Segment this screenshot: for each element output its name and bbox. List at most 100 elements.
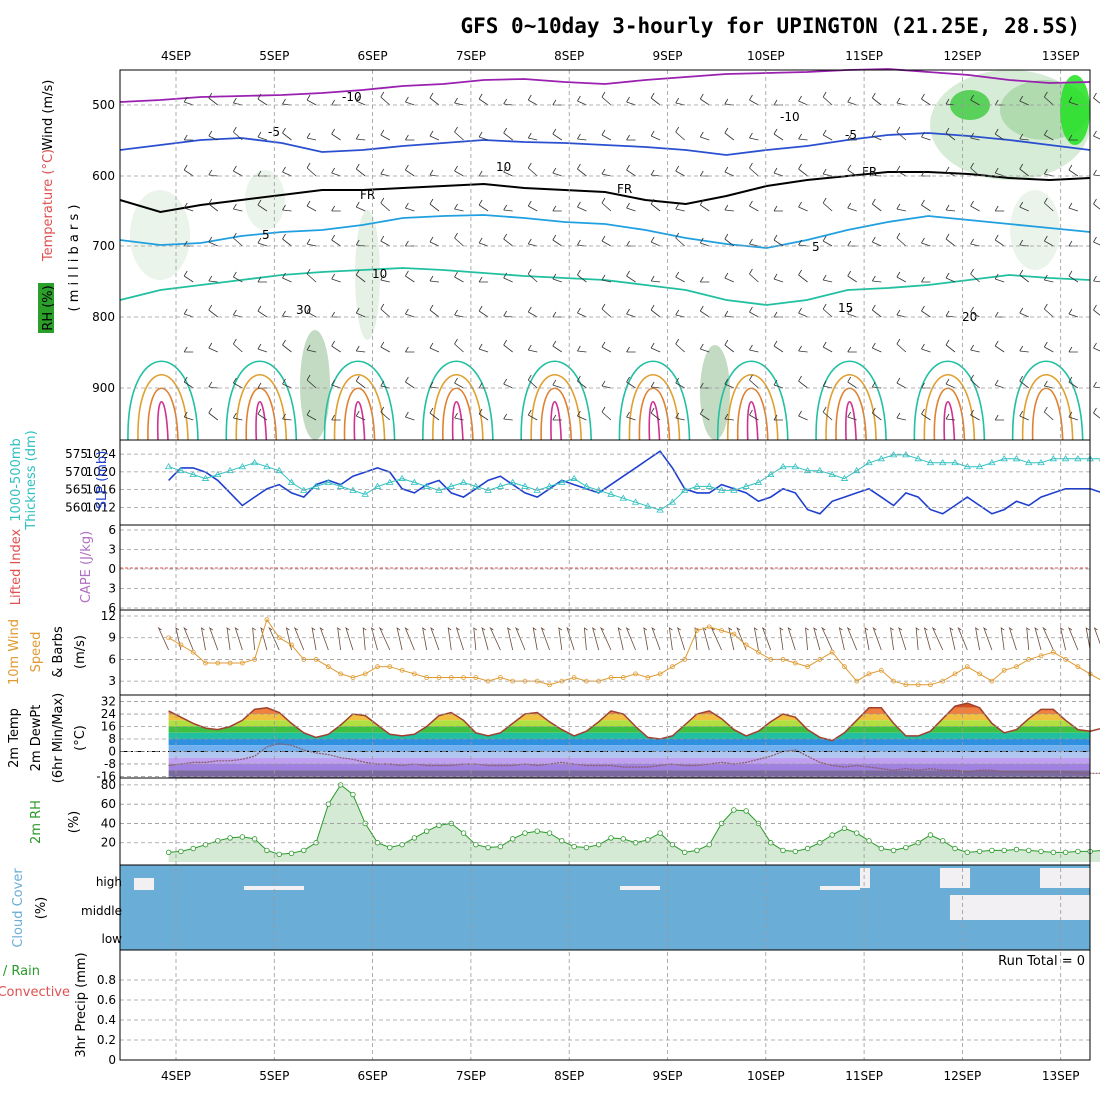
wind-speed-line: [168, 618, 1100, 686]
wind-barb: [871, 198, 882, 212]
wind-speed-marker: [952, 671, 958, 677]
date-label-bottom: 4SEP: [161, 1069, 191, 1083]
wind-barb: [871, 130, 882, 141]
wind-barb: [429, 169, 439, 177]
wind-barb: [1068, 376, 1079, 389]
wind-barb: [208, 275, 218, 283]
wind-barb: [552, 311, 562, 318]
wind10-barb: [846, 626, 858, 651]
wind-speed-marker: [706, 624, 712, 630]
contour-label: FR: [360, 188, 375, 202]
cloud-sky: [120, 865, 1090, 950]
wind-barb: [921, 237, 931, 247]
wind-barb: [822, 91, 833, 106]
wind-barb: [405, 96, 415, 106]
boundary-contour: [1011, 360, 1084, 441]
wind-barb: [626, 346, 636, 353]
wind-barb: [724, 413, 734, 421]
rh-marker: [620, 836, 626, 842]
wind-barb: [994, 128, 1005, 141]
temp-band: [168, 720, 1090, 727]
precip-tick: 0.2: [97, 1033, 116, 1047]
wind-barb: [798, 133, 808, 141]
thickness-marker: [1000, 455, 1008, 462]
thickness-marker: [939, 459, 947, 466]
wind-barb: [183, 96, 194, 106]
wind-barb: [871, 236, 882, 247]
wind-tick: 9: [108, 631, 116, 645]
slp-tick: 1012: [85, 500, 116, 514]
wind-barb: [503, 413, 513, 421]
isotherm--10: [119, 68, 1091, 103]
wind-barb: [1019, 201, 1029, 212]
wind-speed-marker: [571, 675, 577, 680]
wind-barb: [773, 234, 784, 247]
wind-barb: [577, 269, 587, 283]
wind-barb: [626, 411, 636, 421]
wind-barb: [1043, 406, 1054, 421]
boundary-contour: [618, 360, 691, 441]
wind-barb: [724, 166, 735, 177]
wind-barb: [650, 198, 661, 212]
wind10-barb: [600, 626, 612, 651]
wind-barb: [994, 379, 1005, 389]
boundary-contour: [943, 401, 956, 441]
wind-barb: [1043, 91, 1054, 106]
axis-label: 2m DewPt: [29, 705, 44, 772]
boundary-contour: [648, 401, 661, 441]
li-tick: 0: [108, 562, 116, 576]
wind-barb: [503, 310, 513, 318]
wind-barb: [306, 132, 317, 141]
wind-barb: [994, 414, 1005, 421]
wind10-barb: [915, 627, 920, 651]
rh-marker: [423, 828, 430, 834]
boundary-contour: [520, 360, 592, 441]
rh-marker: [411, 835, 418, 841]
wind-barb: [478, 93, 489, 106]
wind-barb: [306, 162, 317, 177]
wind-barb: [380, 406, 391, 421]
wind10-barb: [651, 626, 661, 651]
contour-label: -5: [845, 128, 857, 142]
wind-barb: [429, 407, 440, 421]
wind-barb: [601, 274, 612, 283]
date-label-top: 13SEP: [1042, 49, 1080, 63]
date-label-top: 11SEP: [845, 49, 883, 63]
cloud-clear-patch: [134, 878, 154, 890]
wind-barb: [650, 169, 661, 177]
boundary-contour: [835, 387, 867, 441]
rh-marker: [608, 835, 614, 841]
wind-barb: [699, 343, 710, 353]
wind-barb: [1019, 307, 1029, 318]
wind10-barb: [872, 626, 882, 651]
wind10-barb: [540, 626, 550, 651]
wind-barb: [380, 129, 390, 141]
thickness-marker: [853, 466, 861, 474]
wind-speed-marker: [805, 664, 810, 670]
rh-marker: [276, 851, 282, 857]
boundary-contour: [726, 374, 779, 441]
wind-barb: [1019, 239, 1029, 247]
wind-barb: [405, 376, 415, 389]
wind-barb: [1068, 202, 1079, 212]
rh-marker: [165, 849, 172, 856]
wind-barb: [675, 377, 685, 389]
wind-barb: [478, 131, 489, 141]
wind-barb: [478, 170, 489, 177]
wind-speed-marker: [964, 664, 970, 670]
pressure-tick: 800: [92, 310, 115, 324]
wind-speed-marker: [362, 671, 368, 677]
thickness-marker: [656, 506, 664, 513]
rh-marker: [780, 847, 786, 854]
wind10-barb: [226, 627, 231, 651]
wind-barb: [380, 380, 390, 389]
date-label-top: 10SEP: [747, 49, 785, 63]
temp-tick: -16: [96, 769, 116, 783]
wind-barb: [945, 310, 956, 318]
wind-barb: [626, 96, 636, 106]
thickness-marker: [496, 482, 505, 489]
li-tick: 3: [108, 543, 116, 557]
thickness-marker: [570, 474, 578, 481]
wind-barb: [749, 374, 759, 389]
wind-speed-marker: [461, 675, 466, 680]
